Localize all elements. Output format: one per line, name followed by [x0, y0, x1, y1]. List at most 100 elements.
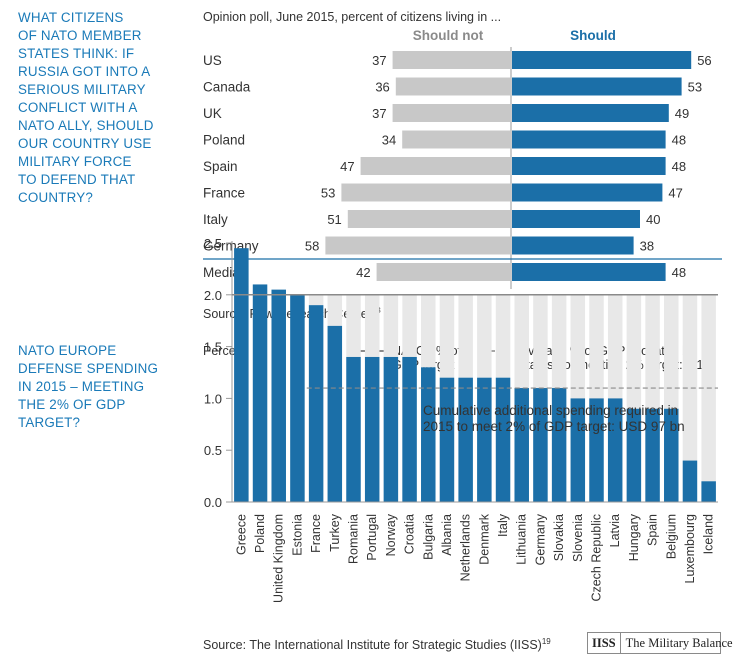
- target-gap-bar: [327, 294, 343, 326]
- target-gap-bar: [383, 294, 399, 357]
- target-gap-bar: [439, 294, 455, 378]
- target-gap-bar: [458, 294, 473, 378]
- value-should: 49: [675, 106, 689, 121]
- spending-bar: [664, 408, 679, 502]
- x-category-label: Slovenia: [571, 514, 585, 562]
- spending-bar: [346, 356, 361, 502]
- value-should: 47: [668, 186, 682, 201]
- spending-title-line: TARGET?: [18, 415, 81, 430]
- spending-title-line: IN 2015 – MEETING: [18, 379, 145, 394]
- poll-title-line: MILITARY FORCE: [18, 154, 132, 169]
- target-gap-bar: [308, 294, 324, 306]
- poll-subtitle: Opinion poll, June 2015, percent of citi…: [203, 10, 502, 24]
- spending-bar: [439, 377, 455, 502]
- target-gap-bar: [402, 294, 417, 357]
- target-gap-bar: [589, 294, 604, 399]
- y-tick-label: 0.0: [204, 495, 222, 510]
- value-should-not: 37: [372, 53, 386, 68]
- spending-bar: [383, 356, 399, 502]
- spending-bar: [402, 356, 417, 502]
- bar-should-not: [360, 157, 511, 175]
- target-gap-bar: [495, 294, 511, 378]
- poll-title-line: TO DEFEND THAT: [18, 172, 136, 187]
- y-tick-label: 2.0: [204, 288, 222, 303]
- spending-bar: [495, 377, 511, 502]
- spending-bar: [570, 398, 586, 502]
- target-gap-bar: [477, 294, 492, 378]
- military-balance-logo: IISS The Military Balance: [587, 632, 733, 654]
- value-should: 40: [646, 212, 660, 227]
- bar-should-not: [392, 51, 511, 69]
- poll-title-line: SERIOUS MILITARY: [18, 82, 146, 97]
- poll-category-label: France: [203, 186, 245, 201]
- poll-title-line: NATO ALLY, SHOULD: [18, 118, 154, 133]
- spending-bar: [364, 356, 380, 502]
- spending-bar: [701, 481, 716, 502]
- annotation-line1: Cumulative additional spending required …: [423, 403, 678, 418]
- spending-bar: [308, 305, 324, 502]
- x-category-label: Italy: [496, 513, 510, 537]
- x-category-label: United Kingdom: [272, 514, 286, 603]
- x-category-label: Iceland: [702, 514, 716, 554]
- spending-bar: [252, 284, 268, 502]
- x-category-label: Greece: [234, 514, 248, 555]
- x-category-label: Bulgaria: [421, 514, 435, 560]
- target-gap-bar: [346, 294, 361, 357]
- poll-title-line: WHAT CITIZENS: [18, 10, 124, 25]
- spending-bar: [551, 388, 567, 502]
- target-gap-bar: [364, 294, 380, 357]
- x-category-label: Lithuania: [515, 514, 529, 565]
- spending-bar: [271, 289, 286, 502]
- value-should-not: 51: [327, 212, 341, 227]
- y-tick-label: 2.5: [204, 236, 222, 251]
- x-category-label: Romania: [347, 514, 361, 564]
- spending-bar: [458, 377, 473, 502]
- target-gap-bar: [421, 294, 436, 368]
- x-category-label: Spain: [646, 514, 660, 546]
- poll-category-label: Italy: [203, 212, 228, 227]
- value-should: 48: [672, 265, 686, 280]
- value-should: 56: [697, 53, 711, 68]
- poll-title-line: CONFLICT WITH A: [18, 100, 138, 115]
- spending-bar: [421, 367, 436, 502]
- poll-category-label: Spain: [203, 159, 238, 174]
- x-category-label: Portugal: [365, 514, 379, 561]
- poll-title-line: OF NATO MEMBER: [18, 28, 142, 43]
- bar-should-not: [341, 183, 511, 202]
- bar-should: [512, 51, 692, 69]
- target-gap-bar: [533, 294, 548, 389]
- x-category-label: Belgium: [664, 514, 678, 559]
- spending-title-line: NATO EUROPE: [18, 343, 117, 358]
- spending-bar: [327, 325, 343, 502]
- target-gap-bar: [645, 294, 660, 409]
- bar-should-not: [395, 77, 511, 96]
- spending-title-line: DEFENSE SPENDING: [18, 361, 159, 376]
- spending-bar: [626, 408, 642, 502]
- bar-should: [512, 157, 666, 175]
- x-category-label: Latvia: [608, 514, 622, 547]
- bar-should: [512, 77, 682, 96]
- spending-bar: [514, 388, 529, 502]
- x-category-label: Norway: [384, 513, 398, 556]
- target-gap-bar: [551, 294, 567, 389]
- x-category-label: Luxembourg: [683, 514, 697, 584]
- x-category-label: Netherlands: [459, 514, 473, 581]
- bar-should: [512, 236, 634, 255]
- spending-bar: [682, 460, 698, 502]
- target-gap-bar: [607, 294, 623, 399]
- y-tick-label: 1.5: [204, 340, 222, 355]
- target-gap-bar: [570, 294, 586, 399]
- spending-bar: [589, 398, 604, 502]
- bar-should: [512, 104, 669, 122]
- bar-should: [512, 130, 666, 149]
- value-should-not: 34: [382, 133, 396, 148]
- x-category-label: Poland: [253, 514, 267, 553]
- target-gap-bar: [514, 294, 529, 389]
- poll-category-label: US: [203, 53, 222, 68]
- target-gap-bar: [664, 294, 679, 409]
- poll-title-line: RUSSIA GOT INTO A: [18, 64, 151, 79]
- legend-should: Should: [570, 28, 616, 43]
- poll-category-label: UK: [203, 106, 222, 121]
- bar-should: [512, 210, 640, 228]
- spending-bar: [234, 248, 249, 502]
